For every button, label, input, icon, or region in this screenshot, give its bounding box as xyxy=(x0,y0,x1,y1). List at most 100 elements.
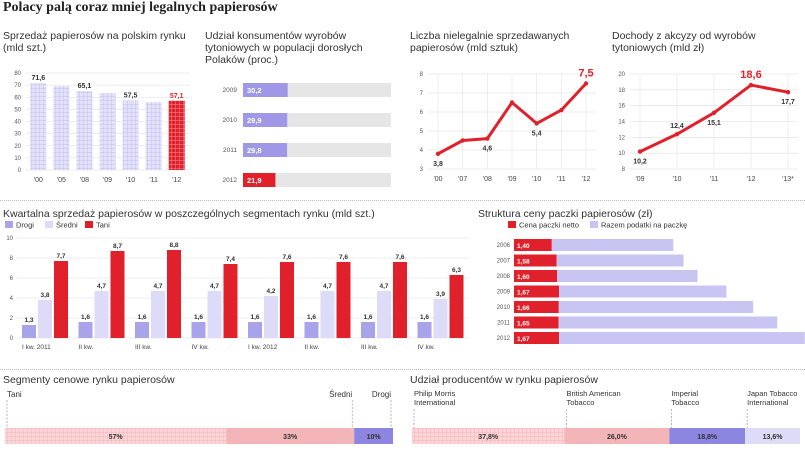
data-label: 1,65 xyxy=(517,321,530,328)
bar xyxy=(243,143,288,157)
bar xyxy=(556,254,684,267)
segment-name: Japan Tobacco xyxy=(747,389,797,398)
bar-segment xyxy=(564,428,670,444)
data-label: 17,7 xyxy=(781,99,795,106)
data-label: 7,6 xyxy=(395,254,404,261)
x-tick-label: '10 xyxy=(532,176,541,183)
data-point xyxy=(674,131,680,137)
data-label: 1,6 xyxy=(420,314,429,321)
data-point xyxy=(711,110,717,115)
panel-illegal-title: Liczba nielegalnie sprzedawanych papiero… xyxy=(410,30,570,54)
y-tick-label: 7 xyxy=(420,91,424,97)
legend-swatch xyxy=(590,221,598,228)
y-tick-label: 10 xyxy=(14,156,21,162)
segment-name: Drogi xyxy=(372,390,391,399)
data-label: 1,3 xyxy=(24,317,33,324)
x-tick-label: '12 xyxy=(581,176,590,183)
legend-label: Tani xyxy=(96,221,110,230)
bar xyxy=(135,322,149,338)
bar xyxy=(122,100,139,170)
divider xyxy=(0,369,805,370)
data-label: 10% xyxy=(367,434,382,441)
x-tick-label: '08 xyxy=(80,177,89,184)
data-label: 3,9 xyxy=(436,291,445,298)
data-label: 4,7 xyxy=(379,283,388,290)
y-tick-label: 80 xyxy=(14,71,21,77)
segment-name: Tobacco xyxy=(566,398,594,407)
data-point xyxy=(485,136,490,141)
panel-segments-title: Segmenty cenowe rynku papierosów xyxy=(3,374,175,386)
data-point xyxy=(509,100,515,105)
y-tick-label: 2008 xyxy=(497,274,511,280)
legend-swatch xyxy=(45,221,53,228)
data-label: 18,8% xyxy=(697,434,718,441)
data-label: 3,8 xyxy=(433,161,443,168)
x-tick-label: I kw. 2012 xyxy=(248,344,278,351)
panel-producers-title: Udział producentów w rynku papierosów xyxy=(410,374,598,386)
x-tick-label: '10 xyxy=(672,176,681,183)
bar xyxy=(558,316,778,329)
y-tick-label: 2009 xyxy=(223,87,238,94)
bar-track xyxy=(243,173,391,187)
data-point xyxy=(534,121,539,126)
price-structure-chart: Cena paczki netto Razem podatki na paczkę… xyxy=(497,221,805,344)
y-tick-label: 5 xyxy=(420,129,424,135)
data-label: 8,8 xyxy=(169,242,178,249)
bar xyxy=(558,301,754,313)
bar xyxy=(449,275,464,338)
data-label: 26,0% xyxy=(607,434,628,441)
data-label: 13,6% xyxy=(763,434,784,441)
data-label: 5,4 xyxy=(532,130,542,137)
bar xyxy=(280,262,294,338)
y-tick-label: 2011 xyxy=(497,321,511,327)
bar xyxy=(514,270,558,282)
data-label: 1,6 xyxy=(137,314,146,321)
bar xyxy=(207,291,222,338)
y-tick-label: 2012 xyxy=(223,177,238,184)
data-label: 4,6 xyxy=(482,146,492,153)
y-tick-label: 12 xyxy=(618,135,625,141)
legend-swatch xyxy=(85,221,93,228)
bar-segment xyxy=(226,428,355,444)
data-label: 4,7 xyxy=(210,283,219,290)
y-tick-label: 30 xyxy=(14,132,21,138)
data-label: 21,9 xyxy=(247,176,262,185)
data-label: 57% xyxy=(109,434,124,441)
x-tick-label: '00 xyxy=(433,176,442,183)
legend-label: Średni xyxy=(56,221,78,230)
bar xyxy=(361,322,375,338)
panel-sales-title: Sprzedaż papierosów na polskim rynku (ml… xyxy=(3,30,186,54)
consumers-bar-chart: 2009 30,2 2010 29,9 2011 29,8 2012 21,9 xyxy=(223,83,391,187)
data-label: 10,2 xyxy=(633,159,647,166)
x-tick-label: '08 xyxy=(483,176,492,183)
data-label: 1,40 xyxy=(517,243,530,250)
bar xyxy=(54,261,68,338)
y-tick-label: 0 xyxy=(18,168,22,174)
data-label: 57,1 xyxy=(170,93,184,100)
panel-consumers-title: Udział konsumentów wyrobów tytoniowych w… xyxy=(205,30,363,66)
illegal-line-chart: 8 7 6 5 4 3 '00 '07 '08 '09 '10 '11 '12 3,8 4,6 5,4 7,5 xyxy=(420,68,596,183)
y-tick-label: 50 xyxy=(14,107,21,113)
page-title: Polacy palą coraz mniej legalnych papier… xyxy=(3,0,278,15)
segment-name: International xyxy=(747,398,789,407)
x-tick-label: '11 xyxy=(149,177,158,184)
data-label: 1,67 xyxy=(517,290,530,297)
y-tick-label: 2006 xyxy=(497,243,511,249)
x-tick-label: '05 xyxy=(57,177,66,184)
data-label: 4,7 xyxy=(153,283,162,290)
data-point xyxy=(748,82,754,88)
bar xyxy=(145,102,162,170)
sales-bar-chart: 80 70 60 50 40 30 20 10 0 71,6 '00 '05 65,1 '08 '09 57,… xyxy=(14,71,190,184)
y-tick-label: 2 xyxy=(10,316,14,322)
data-label: 37,8% xyxy=(478,434,499,441)
data-label: 1,6 xyxy=(307,314,316,321)
x-tick-label: '00 xyxy=(34,177,43,184)
data-point xyxy=(583,81,589,86)
legend-label: Drogi xyxy=(16,221,34,230)
bar xyxy=(248,322,262,338)
x-tick-label: '09 xyxy=(103,177,112,184)
data-label: 1,6 xyxy=(194,314,203,321)
bar-segment xyxy=(354,428,393,444)
bar-segment xyxy=(412,428,565,444)
bar xyxy=(243,173,276,187)
